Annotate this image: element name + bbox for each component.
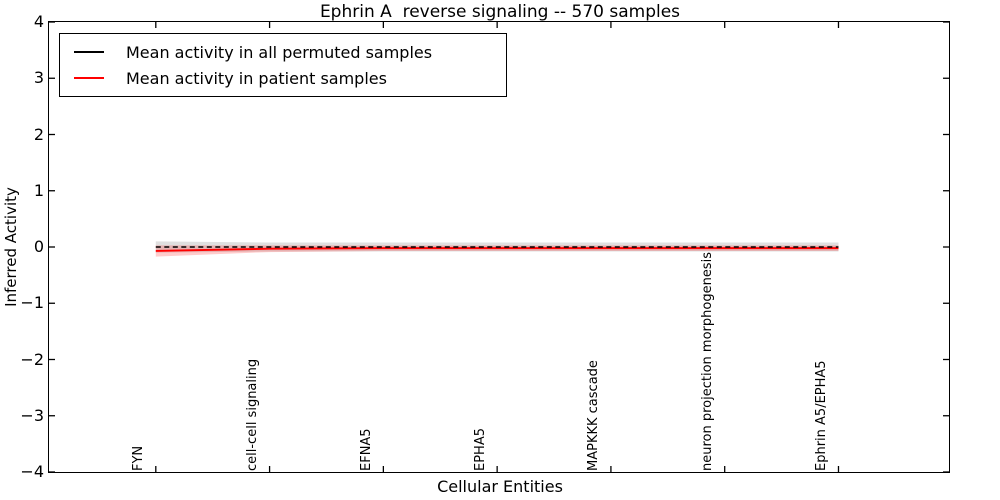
- x-tick-label: EFNA5: [358, 427, 374, 471]
- x-tick-label: EPHA5: [472, 427, 488, 471]
- y-tick-label: 4: [33, 12, 44, 31]
- y-tick-label: −3: [20, 405, 44, 425]
- x-tick-label: MAPKKK cascade: [586, 359, 602, 471]
- plot-line-patient: [155, 246, 838, 252]
- plot-area: FYN cell-cell signaling EFNA5 EPHA5 MAPKKK c…: [47, 20, 950, 473]
- x-tick-label: neuron projection morphogenesis: [700, 251, 716, 471]
- legend-line-patient-icon: [74, 77, 104, 79]
- x-axis-label: Cellular Entities: [437, 477, 563, 496]
- x-tick-label: Ephrin A5/EPHA5: [813, 359, 829, 471]
- x-tick-label: FYN: [131, 445, 147, 471]
- y-tick-label: 0: [33, 237, 44, 256]
- legend: Mean activity in all permuted samples Me…: [59, 33, 507, 97]
- y-tick-label: −4: [20, 462, 44, 481]
- legend-line-permuted-icon: [74, 51, 104, 53]
- y-tick-label: −1: [20, 293, 44, 313]
- y-tick-label: −2: [20, 349, 44, 369]
- x-tick-label: cell-cell signaling: [245, 358, 261, 471]
- plot-canvas: [48, 21, 949, 472]
- legend-label-permuted: Mean activity in all permuted samples: [126, 42, 433, 62]
- legend-entry-patient: Mean activity in patient samples: [74, 69, 506, 88]
- legend-entry-permuted: Mean activity in all permuted samples: [74, 43, 506, 62]
- y-tick-label: 1: [33, 180, 44, 200]
- legend-label-patient: Mean activity in patient samples: [126, 68, 387, 88]
- chart-title: Ephrin A reverse signaling -- 570 sample…: [319, 2, 681, 22]
- y-tick-label: 2: [33, 124, 44, 144]
- y-tick-label: 3: [33, 68, 44, 88]
